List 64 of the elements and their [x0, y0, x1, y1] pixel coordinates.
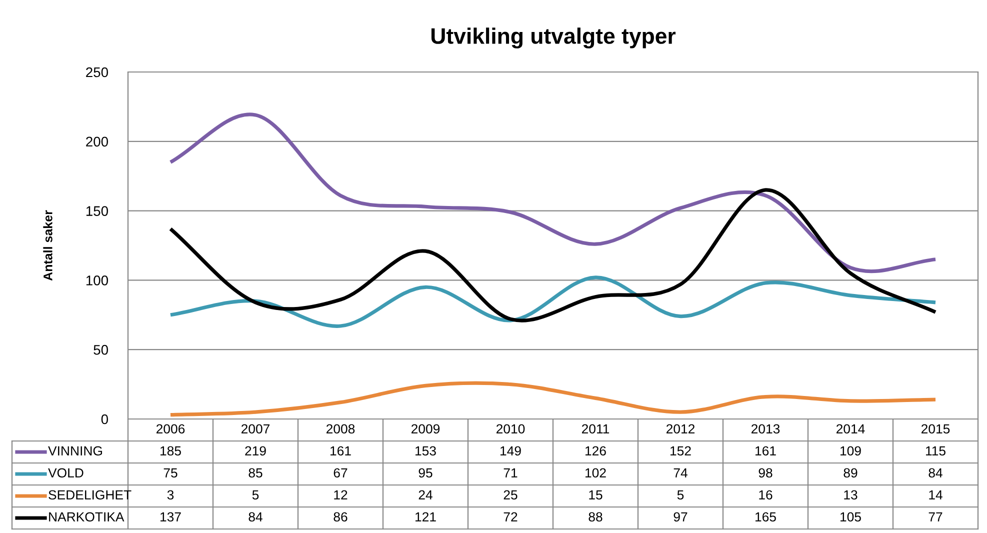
x-tick-label: 2012: [666, 424, 695, 434]
x-tick-label: 2013: [751, 424, 780, 434]
data-label: 84: [248, 512, 262, 522]
data-label: 89: [844, 468, 858, 478]
data-label: 3: [167, 490, 174, 500]
data-label: 149: [500, 446, 521, 456]
legend-label: VINNING: [48, 446, 102, 456]
data-label: 77: [928, 512, 942, 522]
legend-label: NARKOTIKA: [49, 512, 124, 522]
data-label: 16: [759, 490, 772, 500]
x-tick-label: 2015: [921, 424, 950, 434]
data-label: 115: [926, 446, 946, 456]
x-tick-label: 2011: [582, 424, 610, 434]
data-label: 95: [418, 468, 432, 478]
data-label: 14: [929, 490, 942, 500]
data-label: 72: [504, 512, 518, 522]
data-label: 13: [844, 490, 858, 500]
line-series: [168, 381, 938, 417]
line-series: [168, 276, 938, 328]
data-label: 5: [677, 490, 684, 500]
data-label: 126: [586, 446, 606, 456]
chart-title: Utvikling utvalgte typer: [431, 28, 676, 48]
data-label: 137: [160, 512, 181, 522]
x-tick-label: 2006: [156, 424, 185, 434]
data-label: 84: [928, 468, 942, 478]
y-tick-label: 100: [86, 276, 108, 286]
legend-label: VOLD: [48, 468, 84, 478]
data-label: 24: [418, 490, 432, 500]
data-label: 152: [670, 446, 691, 456]
data-label: 67: [334, 468, 348, 478]
data-label: 109: [840, 446, 861, 456]
data-label: 102: [586, 468, 606, 478]
data-label: 97: [674, 512, 688, 522]
data-label: 98: [758, 468, 772, 478]
data-label: 74: [674, 468, 688, 478]
x-tick-label: 2010: [496, 424, 525, 434]
y-tick-label: 250: [86, 67, 108, 78]
x-tick-label: 2014: [836, 424, 865, 434]
data-label: 12: [334, 490, 348, 500]
y-tick-label: 200: [86, 136, 108, 147]
data-label: 161: [756, 446, 776, 456]
y-tick-label: 50: [94, 344, 108, 355]
data-label: 25: [504, 490, 518, 500]
legend-label: SEDELIGHET: [48, 490, 132, 500]
data-label: 85: [248, 468, 262, 478]
data-label: 75: [164, 468, 178, 478]
y-tick-label: 0: [101, 414, 108, 424]
data-label: 161: [330, 446, 351, 456]
y-axis-title: Antall saker: [43, 210, 52, 281]
data-label: 153: [416, 446, 436, 456]
data-label: 15: [589, 490, 602, 500]
x-tick-label: 2008: [326, 424, 355, 434]
data-label: 105: [840, 512, 861, 522]
data-label: 121: [416, 512, 436, 522]
x-tick-label: 2007: [241, 424, 270, 434]
data-label: 71: [504, 468, 518, 478]
data-label: 219: [245, 446, 266, 456]
data-label: 165: [756, 512, 776, 522]
data-label: 5: [252, 490, 259, 500]
y-tick-label: 150: [86, 206, 108, 216]
x-tick-label: 2009: [411, 424, 440, 434]
data-label: 86: [334, 512, 348, 522]
data-label: 88: [588, 512, 602, 522]
data-label: 185: [160, 446, 181, 456]
